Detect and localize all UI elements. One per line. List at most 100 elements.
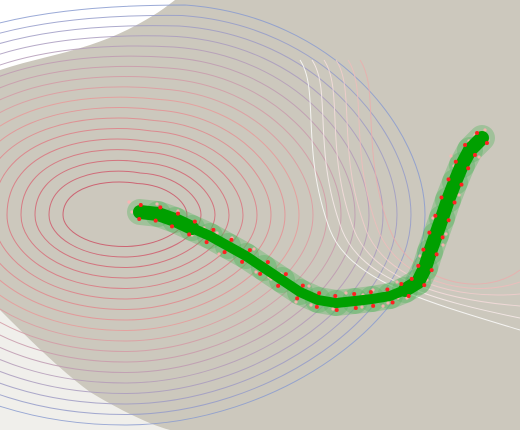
sample-particle <box>307 284 311 288</box>
path-node <box>153 218 158 223</box>
path-nodes <box>137 131 489 312</box>
path-node <box>204 240 209 245</box>
contour-line <box>0 76 328 353</box>
path-node <box>314 304 319 309</box>
path-node <box>385 287 390 292</box>
sample-particle <box>344 291 348 295</box>
path-node <box>371 303 376 308</box>
path-node <box>138 203 143 208</box>
path-node <box>368 290 373 295</box>
sample-particle <box>441 243 445 247</box>
path-node <box>472 152 477 157</box>
sample-particle <box>381 304 385 308</box>
path-node <box>434 252 439 257</box>
path-node <box>222 250 227 255</box>
contour-line <box>62 181 188 248</box>
path-node <box>158 205 163 210</box>
contour-line <box>0 14 412 416</box>
path-node <box>333 294 338 299</box>
path-node <box>170 224 175 229</box>
contour-line <box>0 65 342 363</box>
path-node <box>334 307 339 312</box>
valley-contour-line <box>347 59 520 289</box>
path-node <box>211 227 216 232</box>
contour-line <box>0 55 356 374</box>
path-node <box>265 260 270 265</box>
path-node <box>192 219 197 224</box>
path-node <box>446 218 451 223</box>
sample-particle <box>155 202 159 206</box>
path-node <box>229 237 234 242</box>
path-node <box>459 182 464 187</box>
path-node <box>283 272 288 277</box>
path-node <box>175 211 180 216</box>
sample-particle <box>431 216 435 220</box>
path-node <box>475 131 480 136</box>
path-node <box>439 195 444 200</box>
contour-line <box>0 35 384 395</box>
path-node <box>453 159 458 164</box>
contour-line <box>20 149 230 279</box>
sample-particle <box>444 232 448 236</box>
path-node <box>276 283 281 288</box>
path-node <box>353 305 358 310</box>
path-node <box>295 296 300 301</box>
contour-line <box>0 4 426 426</box>
valley-contour-line <box>311 59 520 319</box>
path-node <box>421 247 426 252</box>
path-segment <box>463 131 489 157</box>
sample-particle <box>457 193 461 197</box>
sample-particle <box>360 305 364 309</box>
path-node <box>247 248 252 253</box>
path-node <box>466 166 471 171</box>
path-node <box>317 291 322 296</box>
contour-line <box>0 25 398 405</box>
sample-particle <box>294 300 298 304</box>
path-node <box>137 216 142 221</box>
path-node <box>390 300 395 305</box>
contour-line <box>0 96 300 332</box>
path-node <box>416 263 421 268</box>
sample-particle <box>127 200 131 204</box>
sample-particle <box>176 209 180 213</box>
path-node <box>446 177 451 182</box>
path-node <box>484 140 489 145</box>
path-node <box>352 292 357 297</box>
unexplored-region-bottom <box>0 310 170 430</box>
optimized-path <box>133 131 489 308</box>
contour-line <box>6 138 244 290</box>
sample-particle <box>254 270 258 274</box>
valley-contour-line <box>335 59 520 296</box>
path-node <box>427 230 432 235</box>
contour-line <box>0 45 370 384</box>
sample-particle <box>477 155 481 159</box>
path-node <box>440 235 445 240</box>
sample-particle <box>418 254 422 258</box>
path-node <box>409 276 414 281</box>
sample-particle <box>130 210 134 214</box>
contour-line <box>0 117 272 311</box>
path-node <box>399 282 404 287</box>
contour-line <box>0 128 258 300</box>
sample-particle <box>309 303 313 307</box>
path-node <box>429 268 434 273</box>
path-node <box>406 293 411 298</box>
valley-contour-line <box>323 59 520 307</box>
valley-contour-line <box>359 59 520 285</box>
path-node <box>433 213 438 218</box>
sample-particle <box>483 128 487 132</box>
contour-line <box>48 170 202 258</box>
path-node <box>452 200 457 205</box>
sample-particle <box>395 280 399 284</box>
path-node <box>240 259 245 264</box>
path-node <box>300 283 305 288</box>
contour-line <box>0 86 314 342</box>
sample-particle <box>217 252 221 256</box>
sample-particle <box>386 301 390 305</box>
unexplored-region <box>0 0 175 70</box>
valley-contour-line <box>299 59 520 331</box>
path-node <box>422 283 427 288</box>
